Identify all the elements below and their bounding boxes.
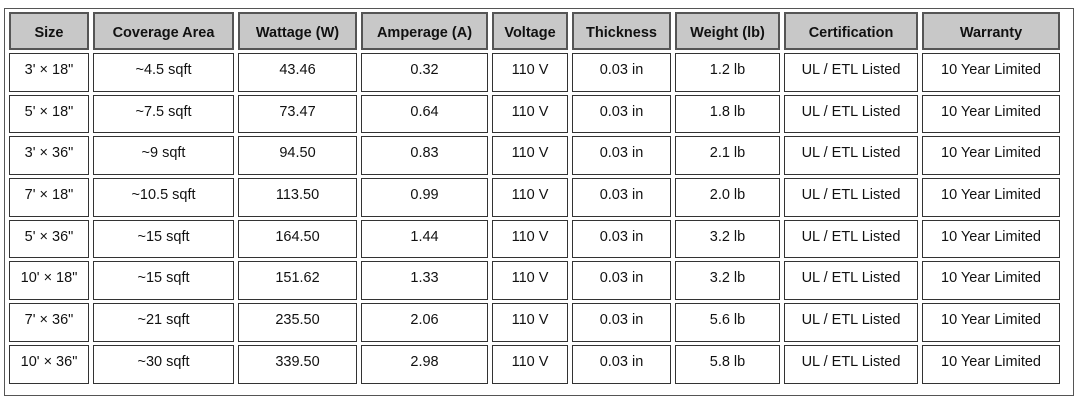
header-coverage-area: Coverage Area [93, 12, 234, 50]
cell-warranty: 10 Year Limited [922, 53, 1060, 92]
cell-voltage: 110 V [492, 344, 568, 384]
cell-size: 7' × 36" [9, 303, 89, 342]
table-row: 10' × 18" ~15 sqft 151.62 1.33 110 V 0.03 in 3… [9, 261, 1060, 301]
cell-weight: 1.2 lb [675, 53, 780, 92]
cell-amperage: 0.83 [361, 136, 488, 176]
cell-weight: 5.6 lb [675, 303, 780, 342]
cell-warranty: 10 Year Limited [922, 178, 1060, 217]
header-certification: Certification [784, 12, 918, 50]
cell-certification: UL / ETL Listed [784, 53, 918, 92]
cell-coverage-area: ~7.5 sqft [93, 94, 234, 134]
table-body: 3' × 18" ~4.5 sqft 43.46 0.32 110 V 0.03 in 1.… [9, 53, 1060, 384]
cell-weight: 1.8 lb [675, 94, 780, 134]
cell-size: 3' × 18" [9, 53, 89, 92]
cell-thickness: 0.03 in [572, 219, 671, 259]
cell-wattage: 43.46 [238, 53, 357, 92]
cell-warranty: 10 Year Limited [922, 303, 1060, 342]
cell-coverage-area: ~15 sqft [93, 261, 234, 301]
table-row: 5' × 18" ~7.5 sqft 73.47 0.64 110 V 0.03 in 1.… [9, 94, 1060, 134]
cell-amperage: 0.99 [361, 178, 488, 217]
cell-size: 3' × 36" [9, 136, 89, 176]
cell-wattage: 94.50 [238, 136, 357, 176]
cell-voltage: 110 V [492, 219, 568, 259]
cell-thickness: 0.03 in [572, 178, 671, 217]
cell-wattage: 164.50 [238, 219, 357, 259]
cell-certification: UL / ETL Listed [784, 344, 918, 384]
cell-wattage: 339.50 [238, 344, 357, 384]
cell-thickness: 0.03 in [572, 53, 671, 92]
cell-weight: 2.1 lb [675, 136, 780, 176]
cell-certification: UL / ETL Listed [784, 94, 918, 134]
cell-wattage: 235.50 [238, 303, 357, 342]
cell-thickness: 0.03 in [572, 261, 671, 301]
table-row: 7' × 18" ~10.5 sqft 113.50 0.99 110 V 0.03 in… [9, 178, 1060, 217]
spec-table: Size Coverage Area Wattage (W) Amperage … [5, 9, 1064, 387]
cell-warranty: 10 Year Limited [922, 261, 1060, 301]
cell-coverage-area: ~10.5 sqft [93, 178, 234, 217]
table-row: 3' × 18" ~4.5 sqft 43.46 0.32 110 V 0.03 in 1.… [9, 53, 1060, 92]
cell-weight: 3.2 lb [675, 261, 780, 301]
header-warranty: Warranty [922, 12, 1060, 50]
cell-amperage: 1.33 [361, 261, 488, 301]
table-row: 5' × 36" ~15 sqft 164.50 1.44 110 V 0.03 in 3.… [9, 219, 1060, 259]
cell-thickness: 0.03 in [572, 344, 671, 384]
cell-wattage: 73.47 [238, 94, 357, 134]
cell-voltage: 110 V [492, 94, 568, 134]
cell-size: 5' × 18" [9, 94, 89, 134]
table-row: 3' × 36" ~9 sqft 94.50 0.83 110 V 0.03 in 2.1 … [9, 136, 1060, 176]
header-weight: Weight (lb) [675, 12, 780, 50]
cell-amperage: 2.98 [361, 344, 488, 384]
cell-coverage-area: ~30 sqft [93, 344, 234, 384]
cell-coverage-area: ~21 sqft [93, 303, 234, 342]
cell-thickness: 0.03 in [572, 303, 671, 342]
table-row: 10' × 36" ~30 sqft 339.50 2.98 110 V 0.03 in 5… [9, 344, 1060, 384]
cell-certification: UL / ETL Listed [784, 219, 918, 259]
cell-size: 10' × 18" [9, 261, 89, 301]
cell-warranty: 10 Year Limited [922, 94, 1060, 134]
cell-size: 10' × 36" [9, 344, 89, 384]
cell-amperage: 1.44 [361, 219, 488, 259]
cell-wattage: 113.50 [238, 178, 357, 217]
cell-thickness: 0.03 in [572, 136, 671, 176]
cell-coverage-area: ~9 sqft [93, 136, 234, 176]
cell-voltage: 110 V [492, 261, 568, 301]
header-voltage: Voltage [492, 12, 568, 50]
cell-voltage: 110 V [492, 303, 568, 342]
cell-warranty: 10 Year Limited [922, 219, 1060, 259]
cell-certification: UL / ETL Listed [784, 136, 918, 176]
cell-amperage: 0.32 [361, 53, 488, 92]
cell-certification: UL / ETL Listed [784, 178, 918, 217]
cell-weight: 5.8 lb [675, 344, 780, 384]
cell-certification: UL / ETL Listed [784, 303, 918, 342]
cell-thickness: 0.03 in [572, 94, 671, 134]
cell-size: 5' × 36" [9, 219, 89, 259]
cell-voltage: 110 V [492, 178, 568, 217]
spec-table-frame: Size Coverage Area Wattage (W) Amperage … [4, 8, 1074, 396]
cell-size: 7' × 18" [9, 178, 89, 217]
cell-weight: 3.2 lb [675, 219, 780, 259]
cell-amperage: 2.06 [361, 303, 488, 342]
cell-voltage: 110 V [492, 136, 568, 176]
header-wattage: Wattage (W) [238, 12, 357, 50]
table-row: 7' × 36" ~21 sqft 235.50 2.06 110 V 0.03 in 5.… [9, 303, 1060, 342]
header-amperage: Amperage (A) [361, 12, 488, 50]
cell-voltage: 110 V [492, 53, 568, 92]
cell-coverage-area: ~15 sqft [93, 219, 234, 259]
cell-certification: UL / ETL Listed [784, 261, 918, 301]
cell-coverage-area: ~4.5 sqft [93, 53, 234, 92]
cell-warranty: 10 Year Limited [922, 344, 1060, 384]
cell-weight: 2.0 lb [675, 178, 780, 217]
header-size: Size [9, 12, 89, 50]
header-row: Size Coverage Area Wattage (W) Amperage … [9, 12, 1060, 50]
cell-warranty: 10 Year Limited [922, 136, 1060, 176]
cell-amperage: 0.64 [361, 94, 488, 134]
header-thickness: Thickness [572, 12, 671, 50]
cell-wattage: 151.62 [238, 261, 357, 301]
